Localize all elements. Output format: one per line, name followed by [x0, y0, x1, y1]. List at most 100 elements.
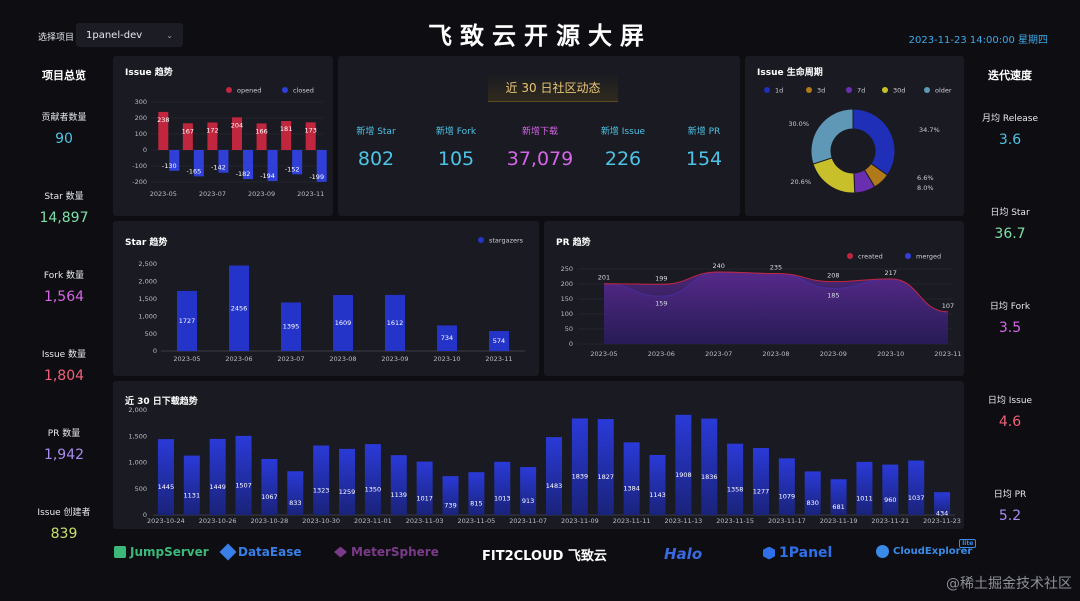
right-stat-label: 日均 Fork [989, 302, 1031, 312]
pie-slice-30d [812, 157, 856, 194]
pie-legend-3d-label: 3d [817, 87, 825, 95]
left-stat-value: 90 [55, 131, 73, 147]
dl-bar [727, 443, 744, 515]
dl-x-tick: 2023-11-17 [768, 517, 806, 525]
dl-bar-label: 1131 [184, 491, 201, 499]
pr-trend-chart: 250 200 150 100 50 0 created merged 201 199 159 240… [561, 253, 962, 359]
dl-bar-label: 913 [522, 497, 534, 505]
dl-y-tick: 1,000 [128, 459, 147, 467]
community-kpi-panel: 近 30 日社区动态 新增 Star 802 新增 Fork 105 新增下载 37,07… [338, 56, 740, 216]
logo-halo[interactable]: Halo [664, 545, 702, 563]
left-stats-title: 项目总览 [42, 69, 86, 82]
issue-trend-chart: 300 200 100 0 -100 -200 opened closed 238 -130 167… [132, 87, 327, 198]
star-trend-chart: 2,500 2,000 1,500 1,000 500 0 stargazers 1727 20… [138, 237, 525, 363]
issue-legend-opened-marker [226, 87, 232, 93]
kpi-value: 37,079 [506, 148, 574, 170]
left-stat-value: 1,564 [43, 289, 85, 305]
issue-bar-closed [193, 150, 204, 177]
issue-x-tick: 2023-11 [297, 190, 324, 198]
dl-bar [261, 458, 278, 515]
kpi-label: 新增 Star [356, 127, 396, 137]
star-y-tick: 1,500 [138, 295, 157, 303]
pr-x-tick: 2023-06 [648, 350, 675, 358]
kpi-value: 154 [685, 148, 723, 170]
lite-badge: lite [959, 539, 977, 548]
dl-bar-label: 1079 [779, 493, 796, 501]
logo-metersphere[interactable]: MeterSphere [334, 545, 439, 559]
dl-bar [649, 454, 666, 515]
star-x-tick: 2023-11 [485, 355, 512, 363]
issue-y-tick: 300 [135, 98, 147, 106]
left-stat-label: Fork 数量 [43, 271, 85, 281]
dl-bar [416, 461, 433, 515]
dl-bar [157, 439, 174, 515]
logo-fit2cloud[interactable]: FIT2CLOUD 飞致云 [482, 545, 607, 564]
logo-1panel-text: 1Panel [779, 545, 833, 561]
left-stat-label: Issue 数量 [41, 350, 87, 360]
logo-dataease[interactable]: DataEase [219, 543, 302, 561]
dl-x-tick: 2023-11-07 [509, 517, 547, 525]
right-stat-label: 月均 Release [981, 114, 1039, 124]
issue-label-closed: -130 [162, 162, 177, 170]
star-x-tick: 2023-06 [225, 355, 252, 363]
right-stat-3: 日均 Issue 4.6 [960, 393, 1060, 430]
star-legend-stargazers-marker [478, 237, 484, 243]
dl-bar-label: 830 [806, 499, 818, 507]
logo-dataease-text: DataEase [238, 545, 302, 559]
kpi-label: 新增 Issue [600, 127, 646, 137]
issue-lifecycle-chart: 1d 3d 7d 30d older 34.7% 6.6% 8.0% 20.6% 30.0% [764, 87, 952, 194]
dl-bar-label: 1277 [753, 487, 770, 495]
issue-bar-closed [267, 150, 278, 182]
dl-bar [778, 458, 795, 515]
issue-label-opened: 204 [231, 121, 243, 129]
star-bar-label: 1395 [283, 323, 300, 331]
kpi-1: 新增 Fork 105 [416, 124, 496, 170]
left-stat-value: 839 [50, 526, 78, 542]
dl-bar [313, 445, 330, 515]
dl-y-tick: 1,500 [128, 432, 147, 440]
star-bar-label: 574 [493, 337, 505, 345]
pr-y-tick: 100 [561, 310, 573, 318]
issue-y-tick: 100 [135, 130, 147, 138]
dl-x-tick: 2023-11-05 [457, 517, 495, 525]
dl-y-tick: 500 [135, 485, 147, 493]
left-stat-label: Issue 创建者 [37, 508, 91, 518]
logo-jumpserver[interactable]: JumpServer [114, 545, 209, 559]
dl-y-tick: 2,000 [128, 406, 147, 414]
pie-label-1d: 34.7% [919, 126, 940, 134]
right-stat-1: 日均 Star 36.7 [960, 205, 1060, 242]
project-select[interactable]: 1panel-dev ⌄ [76, 23, 183, 47]
pr-point-label: 107 [942, 302, 954, 310]
dl-bar-label: 1139 [391, 491, 408, 499]
left-stat-3: Issue 数量 1,804 [14, 347, 114, 384]
logo-cloudexplorer[interactable]: CloudExplorer lite [876, 539, 977, 558]
dl-bar-label: 1839 [572, 473, 589, 481]
logo-1panel[interactable]: 1Panel [763, 545, 832, 561]
issue-legend-closed-label: closed [293, 87, 314, 95]
star-y-tick: 1,000 [138, 312, 157, 320]
dl-bar-label: 1143 [649, 491, 666, 499]
issue-trend-title: Issue 趋势 [125, 68, 173, 78]
dl-bar-label: 1445 [158, 483, 175, 491]
pie-legend-1d-marker [764, 87, 770, 93]
pr-line-created [603, 271, 949, 313]
jumpserver-icon [114, 546, 126, 558]
dl-bar-label: 1017 [416, 494, 433, 502]
kpi-label: 新增 Fork [435, 127, 477, 137]
issue-bar-closed [316, 150, 327, 182]
right-stat-label: 日均 Issue [987, 396, 1033, 406]
pie-label-3d: 6.6% [917, 174, 934, 182]
dl-bar-label: 1011 [856, 494, 873, 502]
dl-x-tick: 2023-11-19 [820, 517, 858, 525]
star-bar [437, 325, 457, 351]
pr-y-tick: 0 [569, 340, 573, 348]
dl-x-tick: 2023-10-30 [302, 517, 340, 525]
pr-y-tick: 50 [565, 325, 573, 333]
star-y-tick: 0 [153, 347, 157, 355]
dl-bar-label: 681 [832, 503, 844, 511]
pr-x-tick: 2023-05 [590, 350, 617, 358]
issue-bar-closed [292, 150, 303, 175]
dl-bar [287, 471, 304, 515]
star-bar-label: 734 [441, 334, 453, 342]
